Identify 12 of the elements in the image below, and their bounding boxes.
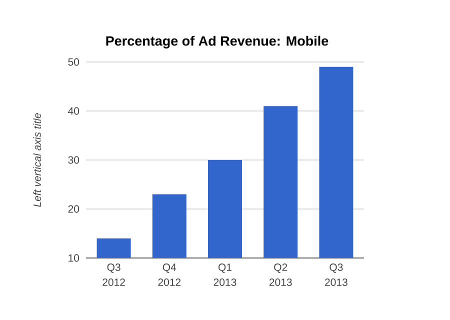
- chart-title: Percentage of Ad Revenue: Mobile: [106, 36, 328, 48]
- x-tick-label: Q2 2013: [269, 264, 292, 286]
- x-tick-label: Q4 2012: [158, 264, 181, 286]
- y-tick-label: 30: [68, 156, 80, 164]
- y-tick-label: 20: [68, 205, 80, 213]
- y-axis-title: Left vertical axis title: [33, 113, 41, 207]
- y-tick-label: 50: [68, 58, 80, 66]
- y-tick-label: 10: [68, 254, 80, 262]
- x-tick-label: Q1 2013: [214, 264, 236, 286]
- x-tick-label: Q3 2012: [102, 264, 125, 286]
- y-tick-label: 40: [68, 107, 80, 115]
- x-tick-label: Q3 2013: [325, 264, 348, 286]
